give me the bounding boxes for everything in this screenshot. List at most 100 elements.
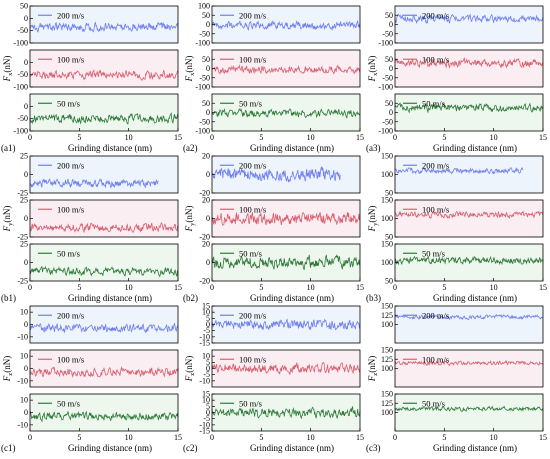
x-tick-label: 15	[539, 433, 547, 442]
y-axis-title-sub: y	[7, 222, 14, 226]
panel-label: (a2)	[183, 143, 198, 153]
y-tick-label: -25	[17, 189, 28, 198]
y-tick-label: 0	[24, 408, 28, 417]
y-tick-label: -10	[199, 420, 210, 429]
subplot-a3-50: 500-50-100 50 m/s	[378, 93, 544, 136]
legend-label: 200 m/s	[239, 160, 266, 170]
y-tick-label: 0	[24, 258, 28, 267]
legend-label: 200 m/s	[57, 10, 84, 20]
subplot-b2-100: 20 0 -20 100 m/s	[199, 196, 361, 242]
y-tick-label: -50	[199, 29, 210, 38]
y-tick-label: 5	[206, 402, 210, 411]
x-tick-label: 0	[393, 133, 397, 142]
series-line-100	[211, 361, 361, 376]
plot-background	[30, 306, 178, 343]
x-tick-label: 15	[356, 283, 364, 292]
y-axis-title-main: F	[367, 375, 377, 382]
y-tick-label: 50	[385, 189, 393, 198]
y-axis-title-main: F	[367, 225, 377, 232]
y-tick-label: -20	[199, 277, 210, 286]
y-tick-label: -25	[17, 233, 28, 242]
y-axis-title-unit: (nN)	[2, 206, 12, 223]
x-tick-label: 10	[125, 433, 133, 442]
x-tick-label: 0	[28, 133, 32, 142]
legend-label: 100 m/s	[422, 204, 449, 214]
y-axis-title: Fy(nN)	[2, 206, 14, 233]
y-tick-label: 20	[202, 196, 210, 205]
y-tick-label: 0	[24, 214, 28, 223]
y-axis-title-sub: y	[372, 222, 379, 226]
plot-background	[395, 394, 543, 431]
y-tick-label: 0	[206, 408, 210, 417]
subplot-a2-100: 500-50-100 100 m/s	[195, 49, 361, 92]
x-tick-label: 0	[393, 433, 397, 442]
y-tick-label: 10	[20, 396, 28, 405]
x-axis-title: Grinding distance (nm)	[433, 293, 517, 303]
subplot-b2-50: 20 0 -20 50 m/s	[199, 240, 361, 286]
panel-label: (a3)	[366, 143, 381, 153]
y-tick-label: 0	[206, 214, 210, 223]
plot-background	[395, 50, 543, 87]
y-axis-title-sub: x	[372, 72, 379, 76]
y-tick-label: -100	[13, 83, 28, 92]
y-tick-label: 50	[385, 233, 393, 242]
y-axis-title-sub: x	[189, 72, 196, 76]
subplot-b3-50: 150 100 50 50 m/s	[381, 240, 544, 286]
y-tick-label: 100	[381, 408, 393, 417]
subplot-b3-100: 150 100 50 100 m/s	[381, 196, 544, 242]
y-tick-label: 150	[381, 346, 393, 355]
y-tick-label: 25	[20, 152, 28, 161]
y-tick-label: 0	[389, 108, 393, 117]
y-tick-label: 100	[381, 214, 393, 223]
series-line-50	[29, 265, 179, 278]
y-tick-label: 25	[20, 196, 28, 205]
y-axis-title-main: F	[367, 75, 377, 82]
series-line-50	[211, 107, 361, 119]
series-line-50	[394, 405, 544, 412]
subplot-c1-100: 10 0 -10 100 m/s	[17, 349, 179, 388]
y-tick-label: 0	[24, 170, 28, 179]
x-tick-label: 5	[259, 433, 263, 442]
y-tick-label: -25	[17, 277, 28, 286]
series-line-200	[395, 313, 544, 321]
x-axis-title: Grinding distance (nm)	[68, 293, 152, 303]
y-tick-label: 0	[24, 364, 28, 373]
y-tick-label: 10	[20, 308, 28, 317]
x-tick-label: 10	[307, 433, 315, 442]
plot-background	[30, 6, 178, 43]
legend-label: 200 m/s	[239, 10, 266, 20]
y-axis-title-main: F	[2, 75, 12, 82]
y-tick-label: 50	[385, 11, 393, 20]
series-line-200	[394, 13, 544, 24]
series-line-50	[29, 410, 179, 423]
series-line-200	[29, 178, 159, 189]
y-tick-label: -50	[17, 70, 28, 79]
y-tick-label: -10	[199, 376, 210, 385]
y-tick-label: 100	[381, 170, 393, 179]
x-tick-label: 0	[393, 283, 397, 292]
series-line-200	[211, 318, 361, 331]
y-axis-title-main: F	[2, 375, 12, 382]
series-line-200	[29, 21, 179, 33]
x-tick-label: 10	[490, 283, 498, 292]
y-tick-label: 50	[202, 11, 210, 20]
y-tick-label: 50	[385, 99, 393, 108]
x-tick-label: 15	[539, 283, 547, 292]
y-axis-title-unit: (nN)	[184, 356, 194, 373]
y-axis-title-unit: (nN)	[367, 206, 377, 223]
y-tick-label: -100	[13, 39, 28, 48]
series-line-100	[29, 222, 179, 234]
y-axis-title-unit: (nN)	[367, 56, 377, 73]
x-tick-label: 0	[28, 433, 32, 442]
x-tick-label: 10	[490, 433, 498, 442]
y-tick-label: 0	[206, 20, 210, 29]
series-line-200	[394, 166, 524, 175]
y-tick-label: 150	[381, 390, 393, 399]
x-axis-title: Grinding distance (nm)	[68, 143, 152, 153]
legend-label: 100 m/s	[239, 54, 266, 64]
y-axis-title-sub: z	[189, 373, 196, 376]
